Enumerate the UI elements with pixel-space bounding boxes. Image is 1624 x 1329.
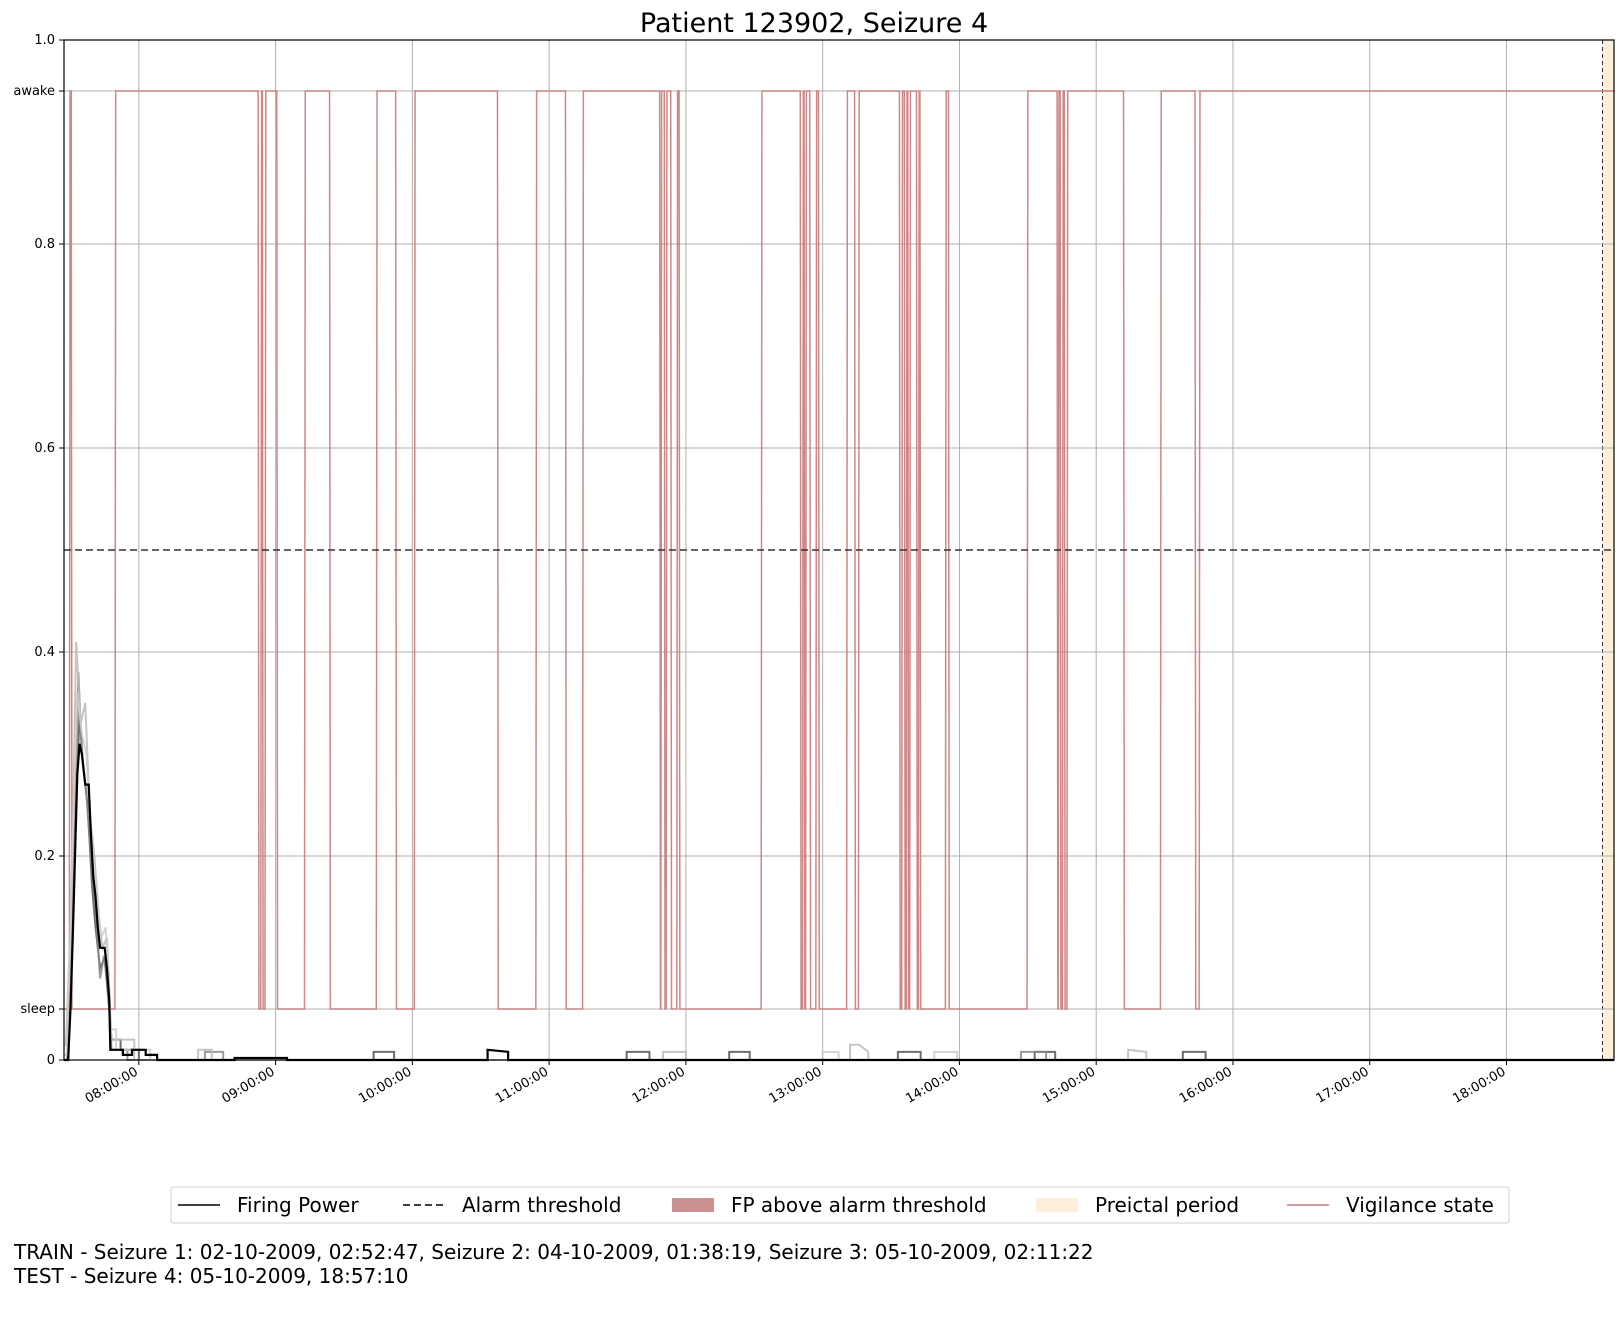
firing-power-run-line (64, 672, 1614, 1061)
x-tick-label: 13:00:00 (767, 1064, 825, 1106)
x-tick-label: 08:00:00 (83, 1064, 141, 1106)
legend-label: Preictal period (1095, 1193, 1239, 1217)
x-tick-label: 09:00:00 (220, 1064, 278, 1106)
x-tick-label: 17:00:00 (1314, 1064, 1372, 1106)
train-seizures-text: TRAIN - Seizure 1: 02-10-2009, 02:52:47,… (14, 1240, 1094, 1264)
legend-swatch (1036, 1198, 1078, 1212)
seizure-info: TRAIN - Seizure 1: 02-10-2009, 02:52:47,… (14, 1240, 1094, 1288)
plot-frame (63, 39, 1615, 1061)
y-tick-label: 1.0 (34, 33, 55, 48)
y-tick-label: 0.2 (34, 849, 55, 864)
plot-area: 0 sleep 0.2 0.4 0.6 0.8 awake 1.0 08:00:00 09:00:… (13, 33, 1615, 1107)
y-tick-label: awake (13, 84, 55, 99)
legend-frame (170, 1186, 1510, 1224)
y-tick-label: sleep (20, 1002, 55, 1017)
legend-label: Alarm threshold (462, 1193, 621, 1217)
firing-power-run-line (64, 692, 1614, 1061)
firing-power-run-line (64, 641, 1614, 1061)
legend: Firing Power Alarm threshold FP above alar… (170, 1186, 1510, 1224)
x-tick-label: 11:00:00 (493, 1064, 551, 1106)
firing-power-run-line (64, 713, 1614, 1061)
legend-swatch (672, 1198, 714, 1212)
y-tick-label: 0.6 (34, 441, 55, 456)
chart-title: Patient 123902, Seizure 4 (640, 8, 988, 39)
legend-label: FP above alarm threshold (731, 1193, 987, 1217)
firing-power-chart: Patient 123902, Seizure 4 0 sleep 0.2 0.4 0.… (13, 8, 1615, 1224)
x-tick-label: 18:00:00 (1450, 1064, 1508, 1106)
x-tick-label: 15:00:00 (1040, 1064, 1098, 1106)
x-tick-label: 16:00:00 (1177, 1064, 1235, 1106)
legend-label: Vigilance state (1346, 1193, 1494, 1217)
legend-label: Firing Power (237, 1193, 359, 1217)
x-tick-label: 14:00:00 (903, 1064, 961, 1106)
y-tick-label: 0 (47, 1053, 55, 1068)
test-seizure-text: TEST - Seizure 4: 05-10-2009, 18:57:10 (14, 1264, 409, 1288)
x-tick-label: 12:00:00 (630, 1064, 688, 1106)
firing-power-line (64, 743, 1614, 1062)
y-tick-label: 0.4 (34, 645, 55, 660)
x-tick-label: 10:00:00 (356, 1064, 414, 1106)
y-tick-label: 0.8 (34, 237, 55, 252)
